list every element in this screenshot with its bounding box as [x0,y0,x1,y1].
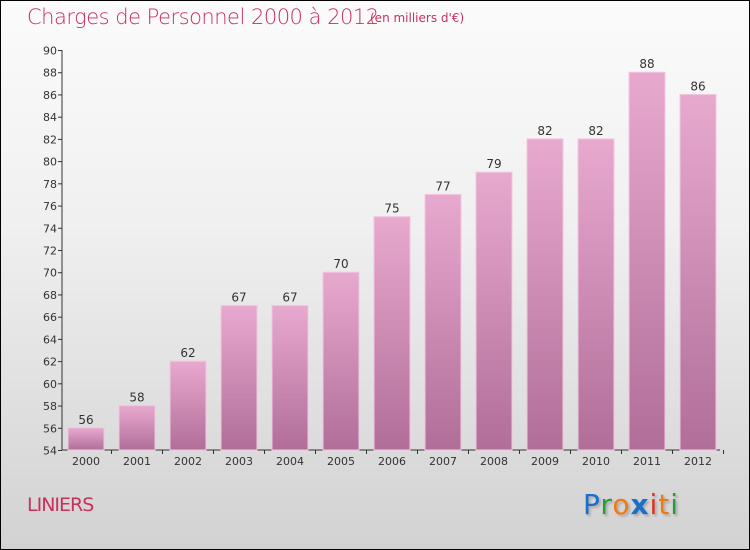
y-tick-label: 54 [43,445,57,458]
y-tick-label: 60 [43,378,57,391]
y-tick-label: 72 [43,245,57,258]
logo-letter: i [670,488,680,521]
chart-title: Charges de Personnel 2000 à 2012 [27,5,379,29]
y-tick-label: 76 [43,200,57,213]
y-tick-label: 78 [43,178,57,191]
y-tick-label: 66 [43,311,57,324]
bar [67,427,105,451]
bar-value-label: 58 [129,391,144,405]
bar [526,138,564,451]
x-tick-label: 2010 [582,455,610,468]
bar-value-label: 70 [333,257,348,271]
x-tick-label: 2002 [174,455,202,468]
bar [628,71,666,451]
y-tick-label: 62 [43,356,57,369]
y-tick-label: 90 [43,45,57,58]
bar-value-label: 79 [486,157,501,171]
bar-value-label: 75 [384,202,399,216]
bar-value-label: 77 [435,179,450,193]
x-tick-label: 2011 [633,455,661,468]
logo-letter: o [612,488,631,521]
logo-letter: t [658,488,671,521]
y-tick-label: 68 [43,289,57,302]
x-tick-label: 2008 [480,455,508,468]
bar [577,138,615,451]
x-tick-label: 2000 [72,455,100,468]
bar [373,216,411,451]
chart-subtitle: (en milliers d'€) [370,11,465,25]
x-tick-label: 2007 [429,455,457,468]
bar [322,271,360,451]
x-tick-label: 2012 [684,455,712,468]
x-tick-label: 2005 [327,455,355,468]
bar [169,360,207,451]
y-tick-label: 64 [43,333,57,346]
y-tick-label: 88 [43,67,57,80]
bar [424,193,462,451]
city-name: LINIERS [27,494,94,516]
y-tick-label: 82 [43,133,57,146]
x-tick-label: 2001 [123,455,151,468]
y-tick-label: 56 [43,422,57,435]
y-tick-label: 74 [43,222,57,235]
proxiti-logo: Proxiti [583,488,679,521]
bar-value-label: 86 [690,79,705,93]
bar-value-label: 82 [537,124,552,138]
x-tick-label: 2006 [378,455,406,468]
bar [271,305,309,451]
bar-value-label: 67 [231,291,246,305]
bar [475,171,513,451]
bar-value-label: 62 [180,346,195,360]
y-tick-label: 84 [43,111,57,124]
x-tick-label: 2004 [276,455,304,468]
bar-value-label: 56 [78,413,93,427]
x-tick-label: 2009 [531,455,559,468]
logo-letter: i [649,488,659,521]
bar-value-label: 67 [282,291,297,305]
logo-letter: P [583,488,601,521]
bar [220,305,258,451]
y-tick-label: 70 [43,267,57,280]
x-tick-label: 2003 [225,455,253,468]
logo-letter: x [630,488,650,521]
bar-value-label: 82 [588,124,603,138]
bar [679,93,717,451]
y-tick-label: 58 [43,400,57,413]
bar-value-label: 88 [639,57,654,71]
logo-letter: r [600,488,613,521]
bar [118,405,156,451]
y-tick-label: 86 [43,89,57,102]
y-tick-label: 80 [43,156,57,169]
